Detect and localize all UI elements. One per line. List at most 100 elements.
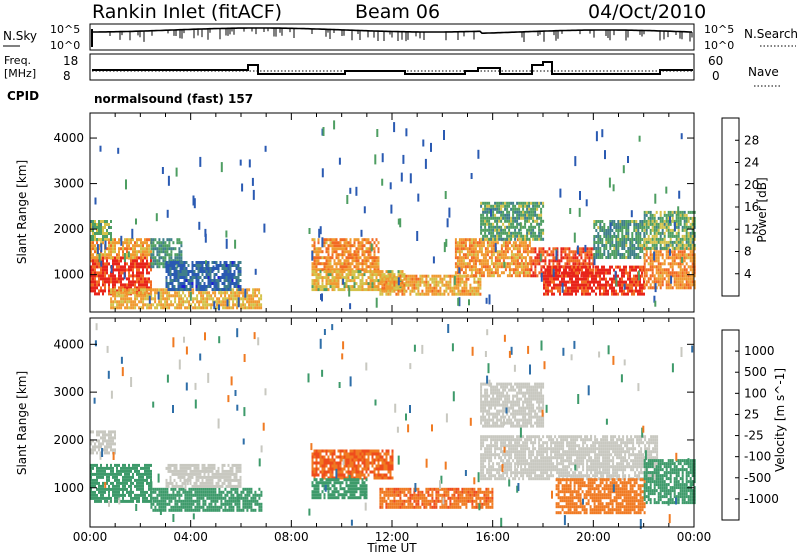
power-cell bbox=[530, 262, 533, 266]
power-cell bbox=[502, 250, 505, 254]
power-cell bbox=[122, 244, 124, 248]
power-cell bbox=[359, 270, 362, 274]
power-cell bbox=[225, 267, 228, 270]
power-cell bbox=[209, 285, 212, 288]
power-cell bbox=[613, 268, 615, 272]
power-cell bbox=[146, 271, 148, 275]
power-cell bbox=[691, 256, 694, 260]
power-cell bbox=[486, 213, 489, 217]
power-cell bbox=[592, 268, 595, 272]
power-cell bbox=[605, 235, 608, 238]
power-cell bbox=[341, 288, 344, 292]
power-cell bbox=[496, 256, 499, 260]
power-cell bbox=[538, 256, 541, 260]
scatter-echo bbox=[595, 131, 598, 142]
power-cell bbox=[613, 286, 615, 290]
power-cell bbox=[689, 286, 692, 290]
power-cell bbox=[645, 222, 648, 226]
power-cell bbox=[534, 262, 537, 266]
power-cell bbox=[333, 288, 336, 292]
power-cell bbox=[347, 270, 350, 274]
power-cell bbox=[335, 247, 338, 251]
scatter-echo bbox=[348, 287, 351, 297]
power-cell bbox=[565, 280, 567, 284]
power-cell bbox=[327, 253, 330, 257]
velocity-cell bbox=[90, 493, 92, 497]
power-cell bbox=[363, 244, 366, 248]
power-cell bbox=[473, 289, 476, 293]
power-cell bbox=[586, 247, 589, 251]
power-cell bbox=[345, 250, 348, 254]
power-cell bbox=[462, 271, 465, 275]
power-cell bbox=[625, 286, 627, 290]
power-cell bbox=[559, 268, 561, 272]
power-cell bbox=[130, 265, 132, 269]
power-cell bbox=[142, 300, 145, 304]
power-cell bbox=[484, 247, 487, 251]
scatter-echo bbox=[220, 162, 223, 173]
power-cell bbox=[488, 271, 491, 275]
power-cell bbox=[599, 268, 601, 272]
power-cell bbox=[197, 270, 200, 273]
power-cell bbox=[199, 282, 202, 285]
power-cell bbox=[492, 253, 495, 257]
power-cell bbox=[571, 271, 573, 275]
power-cell bbox=[100, 289, 102, 293]
power-cell bbox=[357, 247, 360, 251]
power-cell bbox=[516, 201, 519, 205]
power-cell bbox=[543, 277, 545, 281]
power-cell bbox=[315, 262, 318, 266]
velocity-cell bbox=[128, 475, 130, 479]
power-cell bbox=[542, 253, 545, 257]
power-cell bbox=[667, 256, 670, 260]
power-cell bbox=[313, 244, 316, 248]
power-cell bbox=[173, 279, 176, 282]
power-cell bbox=[649, 216, 652, 220]
power-cell bbox=[522, 207, 525, 211]
power-cell bbox=[514, 237, 517, 241]
power-cell bbox=[486, 268, 489, 272]
velocity-cell bbox=[100, 490, 102, 494]
power-cell bbox=[633, 283, 635, 287]
power-cell bbox=[229, 261, 232, 264]
power-cell bbox=[683, 274, 686, 278]
power-cell bbox=[357, 250, 360, 254]
power-cell bbox=[687, 240, 690, 244]
power-cell bbox=[311, 238, 314, 242]
power-cell bbox=[195, 264, 198, 267]
power-cell bbox=[645, 253, 648, 257]
power-cell bbox=[447, 280, 450, 284]
power-cell bbox=[162, 294, 165, 298]
power-cell bbox=[331, 288, 334, 292]
velocity-cell bbox=[112, 466, 114, 470]
power-cell bbox=[528, 231, 531, 235]
power-cell bbox=[588, 247, 591, 251]
velocity-cell bbox=[118, 472, 120, 476]
power-cell bbox=[337, 288, 340, 292]
power-cell bbox=[233, 276, 236, 279]
power-cell bbox=[496, 241, 499, 245]
power-cell bbox=[603, 250, 606, 253]
power-cell bbox=[397, 270, 400, 274]
power-cell bbox=[118, 300, 121, 304]
power-cell bbox=[333, 276, 336, 280]
power-cell bbox=[645, 274, 648, 278]
power-cell bbox=[691, 228, 694, 232]
power-cell bbox=[104, 220, 106, 223]
power-cell bbox=[333, 238, 336, 242]
power-cell bbox=[136, 259, 138, 263]
power-cell bbox=[152, 238, 155, 242]
power-cell bbox=[399, 270, 402, 274]
power-cell bbox=[443, 274, 446, 278]
power-cell bbox=[174, 253, 177, 257]
power-cell bbox=[635, 265, 637, 269]
power-cell bbox=[573, 283, 575, 287]
power-cell bbox=[197, 285, 200, 288]
power-cell bbox=[512, 262, 515, 266]
power-cell bbox=[213, 261, 216, 264]
power-cell bbox=[488, 256, 491, 260]
power-cell bbox=[335, 250, 338, 254]
power-cell bbox=[555, 286, 557, 290]
power-cell bbox=[349, 288, 352, 292]
power-cell bbox=[341, 247, 344, 251]
